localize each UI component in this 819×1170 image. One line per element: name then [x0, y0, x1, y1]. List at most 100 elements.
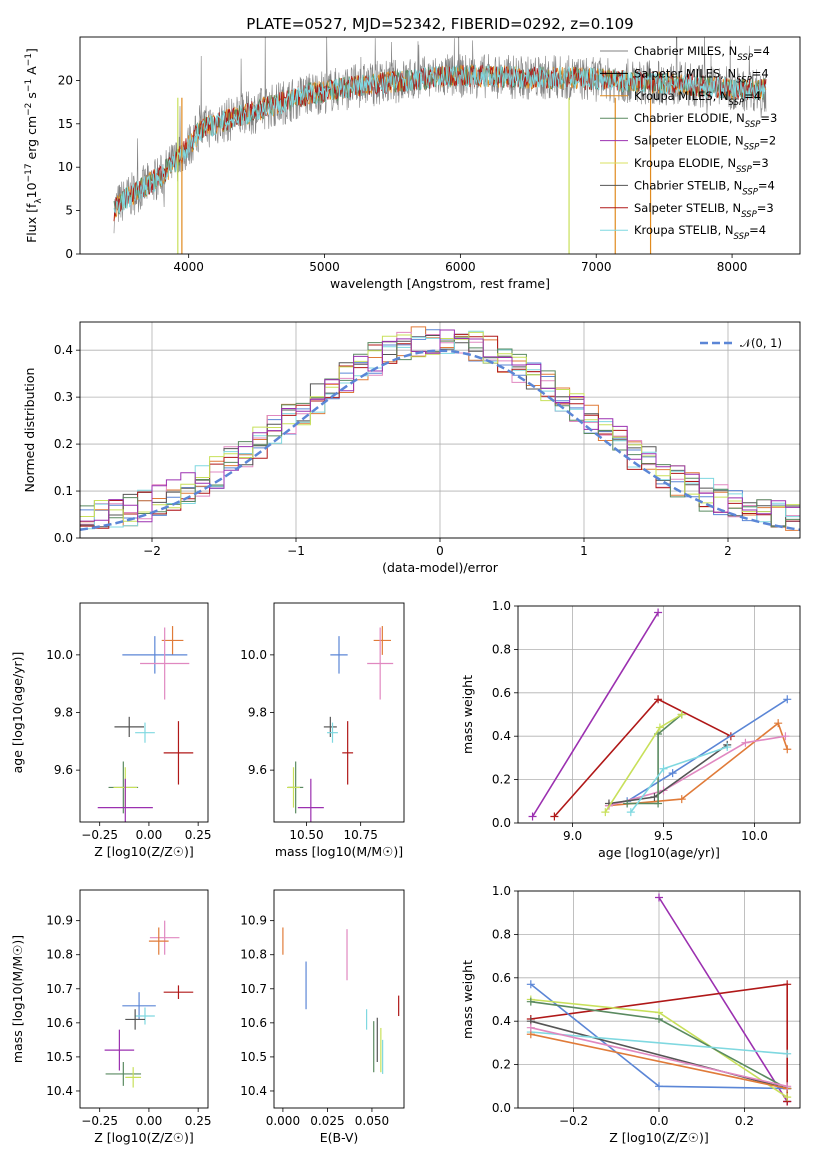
weight-marker — [774, 719, 783, 728]
legend-entry: Kroupa ELODIE, NSSP=3 — [634, 156, 769, 175]
weight-marker — [741, 738, 750, 747]
weight-marker — [781, 732, 790, 741]
x-tick-label: −0.25 — [81, 1114, 118, 1128]
y-tick-label: 0.6 — [492, 686, 511, 700]
legend-entry: Kroupa STELIB, NSSP=4 — [634, 223, 766, 242]
y-axis-label: mass weight — [460, 960, 475, 1039]
weight-marker — [650, 792, 659, 801]
y-tick-label: 9.8 — [248, 706, 267, 720]
x-tick-label: −1 — [287, 544, 305, 558]
y-tick-label: 0.0 — [492, 816, 511, 830]
weight_vs_Z-panel: −0.2 0.0 0.2 0.0 0.2 0.4 0.6 0.8 1.0 Z [log10(Z/Z… — [460, 884, 801, 1145]
x-tick-label: 10.75 — [343, 828, 377, 842]
x-axis-label: E(B-V) — [320, 1130, 359, 1145]
legend-entry: Salpeter MILES, NSSP=4 — [634, 66, 769, 85]
y-tick-label: 9.6 — [248, 763, 267, 777]
y-tick-label: 0.4 — [492, 1014, 511, 1028]
weight-marker — [654, 799, 663, 808]
weight-marker — [783, 1082, 792, 1091]
histograms — [80, 326, 800, 532]
weight-marker — [654, 608, 663, 617]
weight-marker — [659, 764, 668, 773]
x-tick-label: −0.25 — [81, 828, 118, 842]
x-axis-label: age [log10(age/yr)] — [598, 845, 720, 860]
y-tick-label: 9.8 — [54, 706, 73, 720]
mass_vs_Z-panel: −0.25 0.00 0.25 10.4 10.5 10.6 10.7 10.8 10.9 Z [… — [10, 889, 212, 1145]
x-axis-label: (data-model)/error — [382, 560, 499, 575]
spectrum-panel: 4000 5000 6000 7000 8000 0 5 10 15 20 wavelength [… — [24, 36, 801, 291]
spectrum-lines — [113, 37, 767, 254]
y-tick-label: 0.8 — [492, 927, 511, 941]
y-tick-label: 0.0 — [492, 1101, 511, 1115]
x-tick-label: 5000 — [309, 260, 340, 274]
y-tick-label: 0.6 — [492, 971, 511, 985]
weight-marker — [783, 980, 792, 989]
weight-marker — [655, 1015, 663, 1024]
y-tick-label: 0.4 — [492, 729, 511, 743]
y-tick-label: 10.7 — [46, 982, 73, 996]
error-bars — [104, 920, 194, 1088]
y-tick-label: 10.0 — [240, 648, 267, 662]
x-tick-label: 0.000 — [266, 1114, 300, 1128]
axes-frame — [79, 889, 209, 1109]
axes-frame — [273, 602, 405, 823]
x-tick-label: 0.0 — [649, 1114, 668, 1128]
x-tick-label: 9.0 — [563, 829, 582, 843]
y-tick-label: 10.6 — [46, 1016, 73, 1030]
weight-marker — [526, 980, 535, 989]
y-tick-label: 10.5 — [46, 1050, 73, 1064]
axes-frame — [79, 602, 209, 823]
weight_vs_age-panel: 9.0 9.5 10.0 0.0 0.2 0.4 0.6 0.8 1.0 age [log10(a… — [460, 599, 801, 860]
x-tick-label: 4000 — [173, 260, 204, 274]
y-tick-label: 10.6 — [240, 1016, 267, 1030]
y-axis-label: Normed distribution — [22, 368, 37, 493]
y-tick-label: 10.4 — [46, 1084, 73, 1098]
y-tick-label: 10 — [58, 160, 73, 174]
y-axis-label: mass weight — [460, 675, 475, 754]
y-tick-label: 10.8 — [240, 948, 267, 962]
error-bars — [282, 927, 400, 1074]
x-axis-label: Z [log10(Z/Z☉)] — [94, 844, 194, 859]
axes-frame — [273, 889, 405, 1109]
legend-entry: Chabrier MILES, NSSP=4 — [634, 44, 770, 63]
weight-marker — [654, 695, 663, 704]
weight-marker — [783, 695, 792, 704]
weight-marker — [723, 743, 732, 752]
y-axis-label: Flux [fλ10−17 erg cm−2 s−1 A−1] — [24, 48, 44, 243]
weight-series — [530, 1026, 788, 1088]
histogram-series — [80, 329, 800, 523]
y-tick-label: 0 — [65, 247, 73, 261]
weight-marker — [783, 1049, 792, 1058]
error-bars — [287, 626, 394, 822]
y-tick-label: 0.2 — [492, 1058, 511, 1072]
y-tick-label: 1.0 — [492, 884, 511, 898]
x-axis-label: Z [log10(Z/Z☉)] — [609, 1130, 709, 1145]
y-tick-label: 10.0 — [46, 648, 73, 662]
error-bars — [97, 626, 194, 822]
y-tick-label: 1.0 — [492, 599, 511, 613]
y-tick-label: 0.4 — [54, 343, 73, 357]
x-tick-label: 0.25 — [185, 828, 212, 842]
y-tick-label: 5 — [65, 204, 73, 218]
y-tick-label: 10.4 — [240, 1084, 267, 1098]
weight-marker — [528, 812, 537, 821]
x-tick-label: 1 — [580, 544, 588, 558]
x-tick-label: 10.50 — [289, 828, 323, 842]
y-tick-label: 15 — [58, 117, 73, 131]
legend: Chabrier MILES, NSSP=4 Salpeter MILES, NS… — [600, 44, 777, 242]
legend-entry: Chabrier ELODIE, NSSP=3 — [634, 111, 777, 130]
y-tick-label: 0.2 — [54, 437, 73, 451]
x-axis-label: Z [log10(Z/Z☉)] — [94, 1130, 194, 1145]
weight-series — [530, 1031, 788, 1055]
x-tick-label: 10.0 — [741, 829, 768, 843]
x-tick-label: 8000 — [717, 260, 748, 274]
y-tick-label: 0.3 — [54, 390, 73, 404]
axes-frame — [517, 890, 801, 1109]
x-tick-label: −0.2 — [559, 1114, 588, 1128]
legend-entry: 𝒩(0, 1) — [740, 336, 782, 350]
legend-entry: Chabrier STELIB, NSSP=4 — [634, 178, 775, 197]
weight-marker — [783, 1093, 792, 1102]
figure-title: PLATE=0527, MJD=52342, FIBERID=0292, z=0… — [246, 15, 633, 33]
